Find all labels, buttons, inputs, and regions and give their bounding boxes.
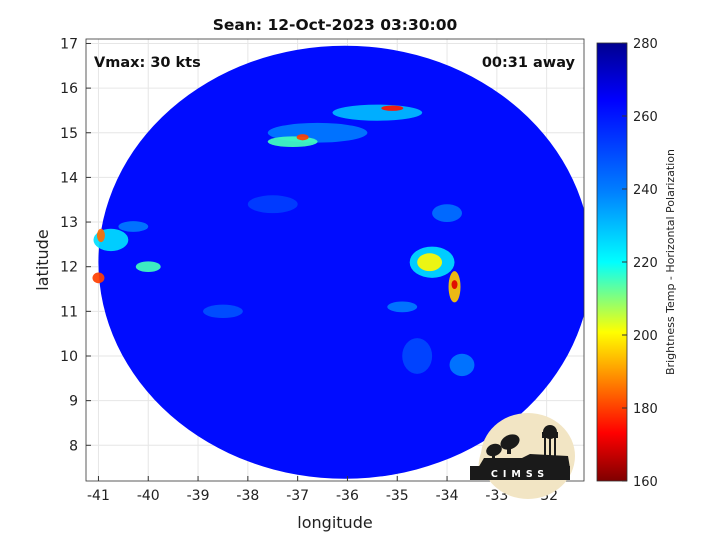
convective-feature	[92, 272, 105, 284]
convective-feature	[332, 104, 423, 121]
convective-feature	[247, 195, 298, 214]
colorbar-tick-label: 220	[633, 256, 658, 271]
x-tick-label: -35	[386, 488, 409, 504]
colorbar-tick-label: 160	[633, 475, 658, 490]
x-axis-label: longitude	[297, 513, 372, 532]
convective-feature	[267, 136, 318, 148]
convective-feature	[451, 280, 458, 290]
cimss-logo-text: CIMSS	[491, 469, 549, 480]
x-tick-label: -37	[286, 488, 309, 504]
y-tick-label: 17	[60, 36, 78, 52]
x-tick-label: -40	[137, 488, 160, 504]
convective-feature	[449, 353, 475, 377]
x-tick-label: -41	[87, 488, 110, 504]
cimss-logo: CIMSS	[470, 413, 575, 499]
x-tick-label: -36	[336, 488, 359, 504]
convective-feature	[296, 134, 309, 141]
colorbar-tick-label: 200	[633, 329, 658, 344]
colorbar-ticks: 160 180 200 220 240 260 280	[622, 37, 658, 490]
y-axis-label: latitude	[33, 229, 52, 290]
chart-title: Sean: 12-Oct-2023 03:30:00	[213, 16, 458, 34]
convective-feature	[381, 105, 404, 111]
y-tick-label: 8	[69, 438, 78, 454]
convective-feature	[135, 261, 161, 273]
convective-feature	[417, 253, 443, 272]
colorbar-tick-label: 280	[633, 37, 658, 52]
y-tick-label: 9	[69, 394, 78, 410]
y-axis-ticks: 8 9 10 11 12 13 14 15 16 17	[60, 36, 91, 454]
convective-features	[92, 104, 475, 377]
vmax-annotation: Vmax: 30 kts	[94, 55, 201, 71]
y-tick-label: 14	[60, 170, 78, 186]
time-offset-annotation: 00:31 away	[482, 55, 576, 71]
x-tick-label: -38	[236, 488, 259, 504]
x-axis-ticks: -41 -40 -39 -38 -37 -36 -35 -34 -33 -32	[87, 476, 558, 504]
y-tick-label: 13	[60, 215, 78, 231]
colorbar-tick-label: 180	[633, 402, 658, 417]
y-tick-label: 12	[60, 260, 78, 276]
convective-feature	[118, 221, 149, 232]
convective-feature	[203, 304, 243, 319]
x-tick-label: -34	[436, 488, 459, 504]
x-tick-label: -39	[187, 488, 210, 504]
convective-feature	[387, 301, 418, 313]
y-tick-label: 15	[60, 126, 78, 142]
plot-frame	[85, 38, 585, 482]
colorbar-label: Brightness Temp - Horizontal Polarizatio…	[664, 149, 677, 375]
y-tick-label: 11	[60, 304, 78, 320]
y-tick-label: 10	[60, 349, 78, 365]
convective-feature	[96, 228, 105, 243]
y-tick-label: 16	[60, 81, 78, 97]
convective-feature	[432, 204, 462, 223]
colorbar-tick-label: 260	[633, 110, 658, 125]
convective-feature	[402, 338, 433, 374]
colorbar-tick-label: 240	[633, 183, 658, 198]
